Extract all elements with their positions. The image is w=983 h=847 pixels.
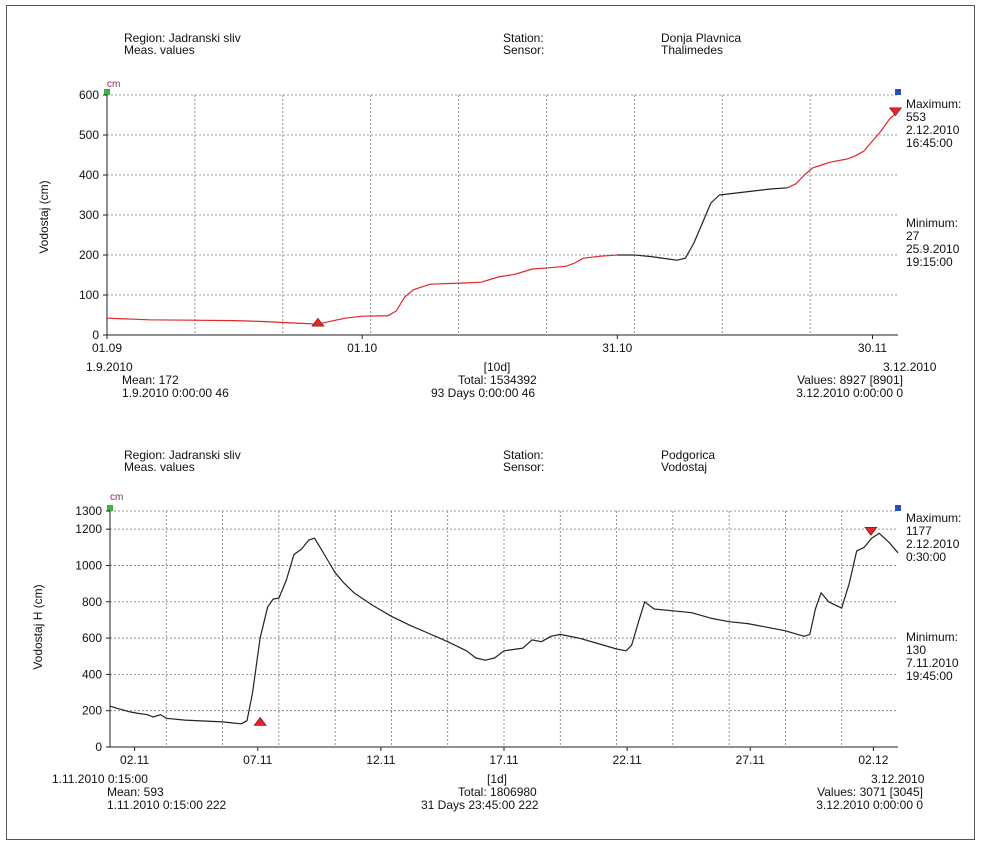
y-tick-label: 500 — [79, 128, 99, 142]
chart-2-minimum-time: 19:45:00 — [906, 669, 953, 683]
y-tick-label: 600 — [82, 631, 102, 645]
chart-1-minimum-time: 19:15:00 — [906, 255, 953, 269]
chart-1-values: Values: 8927 [8901] — [797, 373, 903, 387]
chart-2-station-label: Station: — [503, 448, 544, 462]
x-tick-label: 31.10 — [602, 341, 632, 355]
y-tick-label: 600 — [79, 88, 99, 102]
chart-1-extrema-markers — [311, 107, 903, 327]
chart-2-maximum-time: 0:30:00 — [906, 550, 947, 564]
y-tick-label: 100 — [79, 288, 99, 302]
x-tick-label: 07.11 — [243, 753, 272, 767]
y-tick-label: 200 — [79, 248, 99, 262]
start-marker — [104, 89, 110, 95]
chart-2-values: Values: 3071 [3045] — [817, 785, 923, 799]
chart-1-station-value: Donja Plavnica — [661, 31, 742, 45]
chart-1-values-detail: 3.12.2010 0:00:00 0 — [796, 386, 903, 400]
chart-1-interval: [10d] — [483, 360, 511, 374]
chart-2-grid — [110, 510, 898, 748]
chart-2-values-detail: 3.12.2010 0:00:00 0 — [816, 798, 923, 812]
chart-2-maximum-label: Maximum: — [906, 511, 962, 525]
x-tick-label: 30.11 — [858, 341, 887, 355]
chart-2-total: Total: 1806980 — [458, 785, 537, 799]
chart-2-sensor-value: Vodostaj — [661, 460, 708, 474]
x-tick-label: 01.10 — [347, 341, 377, 355]
chart-1-sensor-value: Thalimedes — [661, 43, 724, 57]
series-line — [109, 532, 899, 725]
chart-1-total: Total: 1534392 — [458, 373, 537, 387]
x-tick-label: 12.11 — [366, 753, 395, 767]
chart-2-extrema-markers — [253, 527, 878, 726]
chart-1-end-date: 3.12.2010 — [883, 360, 937, 374]
chart-2-minimum-date: 7.11.2010 — [906, 656, 959, 670]
chart-2-y-ticks: 0 200 400 600 800 1000 1200 1300 — [75, 504, 110, 754]
chart-1-maximum-date: 2.12.2010 — [906, 123, 960, 137]
chart-1-mean-detail: 1.9.2010 0:00:00 46 — [122, 386, 229, 400]
chart-2-sensor-label: Sensor: — [503, 460, 545, 474]
y-tick-label: 400 — [82, 667, 102, 681]
chart-1-unit: cm — [107, 79, 121, 90]
chart-1-maximum-label: Maximum: — [906, 97, 962, 111]
chart-2-region: Region: Jadranski sliv — [124, 448, 241, 462]
x-tick-label: 22.11 — [613, 753, 642, 767]
end-marker — [895, 89, 901, 95]
minimum-marker — [311, 317, 325, 327]
chart-2-maximum-value: 1177 — [906, 524, 932, 538]
x-tick-label: 02.12 — [858, 753, 888, 767]
chart-1-mean: Mean: 172 — [122, 373, 179, 387]
chart-2-station-value: Podgorica — [661, 448, 716, 462]
minimum-marker — [253, 716, 267, 726]
chart-1-sensor-label: Sensor: — [503, 43, 545, 57]
chart-1-total-detail: 93 Days 0:00:00 46 — [431, 386, 536, 400]
x-tick-label: 01.09 — [92, 341, 122, 355]
chart-2-total-detail: 31 Days 23:45:00 222 — [421, 798, 539, 812]
y-tick-label: 0 — [92, 328, 99, 342]
y-tick-label: 300 — [79, 208, 99, 222]
chart-1-series — [106, 110, 899, 325]
x-tick-label: 02.11 — [120, 753, 149, 767]
y-tick-label: 200 — [82, 704, 102, 718]
x-tick-label: 27.11 — [736, 753, 765, 767]
series-line — [106, 254, 618, 325]
x-tick-label: 17.11 — [489, 753, 518, 767]
y-tick-label: 400 — [79, 168, 99, 182]
chart-1-minimum-value: 27 — [906, 229, 920, 243]
chart-2-unit: cm — [110, 492, 124, 503]
chart-1-region: Region: Jadranski sliv — [124, 31, 241, 45]
chart-2-minimum-value: 130 — [906, 643, 927, 657]
maximum-marker — [864, 527, 878, 536]
chart-1-start-date: 1.9.2010 — [86, 360, 133, 374]
chart-2-start-date: 1.11.2010 0:15:00 — [52, 772, 148, 786]
chart-2-mean: Mean: 593 — [107, 785, 164, 799]
chart-1-maximum-value: 553 — [906, 110, 927, 124]
start-marker — [107, 505, 113, 511]
chart-2-interval: [1d] — [486, 772, 508, 786]
chart-2-minimum-label: Minimum: — [906, 630, 959, 644]
y-tick-label: 1300 — [75, 504, 102, 518]
end-marker — [895, 505, 901, 511]
chart-1-x-ticks: 01.09 01.10 31.10 30.11 — [92, 335, 887, 355]
series-line — [787, 110, 899, 189]
chart-1-maximum-time: 16:45:00 — [906, 136, 953, 150]
chart-1-station-label: Station: — [503, 31, 544, 45]
chart-1-y-ticks: 0 100 200 300 400 500 600 — [79, 88, 107, 342]
chart-2-mean-detail: 1.11.2010 0:15:00 222 — [107, 798, 227, 812]
chart-2-end-date: 3.12.2010 — [871, 772, 925, 786]
maximum-marker — [888, 107, 903, 117]
y-tick-label: 0 — [95, 740, 102, 754]
y-tick-label: 800 — [82, 595, 102, 609]
chart-2-x-ticks: 02.11 07.11 12.11 17.11 22.11 27.11 02.12 — [120, 747, 889, 767]
chart-2-series — [109, 532, 899, 725]
page-frame — [6, 5, 975, 840]
chart-1-grid — [107, 94, 898, 336]
chart-2-maximum-date: 2.12.2010 — [906, 537, 960, 551]
chart-1-meas: Meas. values — [124, 43, 195, 57]
y-tick-label: 1000 — [75, 558, 102, 572]
chart-2-meas: Meas. values — [124, 460, 195, 474]
chart-1-minimum-date: 25.9.2010 — [906, 242, 960, 256]
series-line — [617, 187, 788, 261]
chart-1-minimum-label: Minimum: — [906, 216, 959, 230]
y-tick-label: 1200 — [75, 522, 102, 536]
